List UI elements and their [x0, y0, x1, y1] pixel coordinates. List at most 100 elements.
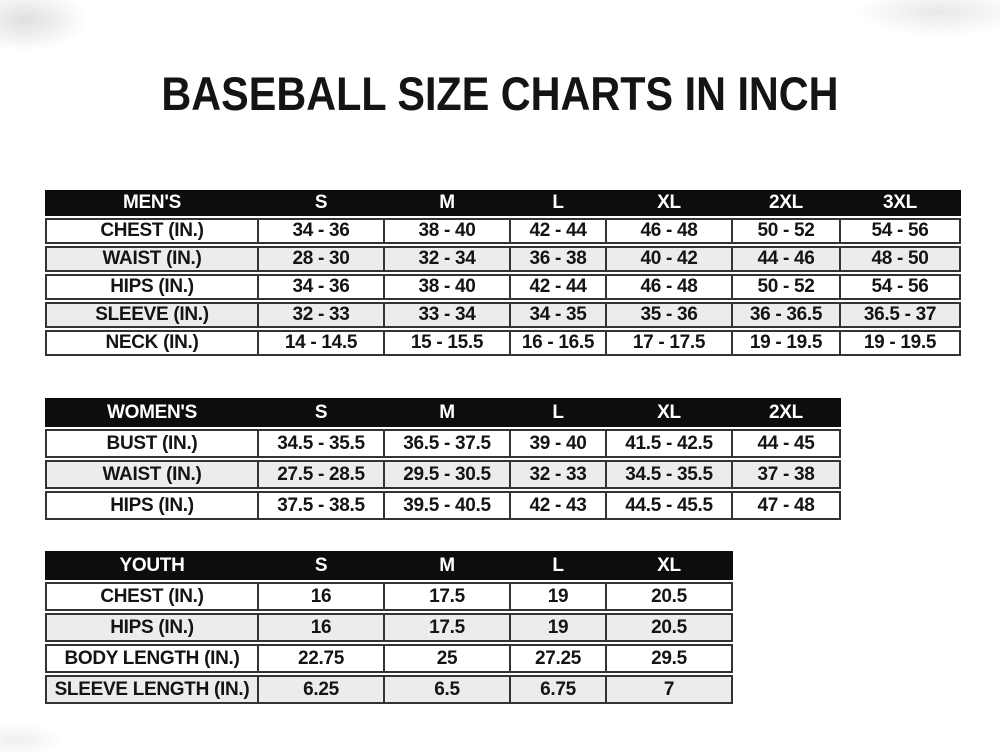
size-value-cell: 6.75 [509, 677, 605, 702]
row-measurement-label: HIPS (IN.) [110, 276, 194, 297]
table-group-label: WOMEN'S [106, 401, 198, 423]
table-row: WAIST (IN.) 27.5 - 28.5 29.5 - 30.5 32 - 33… [45, 460, 841, 489]
size-value-cell: 34.5 - 35.5 [605, 462, 731, 487]
size-value-cell: 32 - 34 [383, 248, 509, 270]
size-column-header: 3XL [883, 192, 917, 213]
table-group-label: MEN'S [123, 192, 181, 213]
row-measurement-label: CHEST (IN.) [100, 585, 204, 607]
size-value-cell: 46 - 48 [605, 276, 731, 298]
table-row: WAIST (IN.) 28 - 30 32 - 34 36 - 38 40 - 42 4… [45, 246, 961, 272]
size-value-cell: 34.5 - 35.5 [257, 431, 383, 456]
size-column-header: XL [657, 192, 681, 213]
mens-table-header-row: MEN'S S M L XL 2XL 3XL [45, 190, 961, 216]
size-value-cell: 42 - 44 [509, 276, 605, 298]
youth-size-table: YOUTH S M L XL CHEST (IN.) 16 17.5 19 20.5 HIPS (… [45, 551, 733, 704]
row-measurement-label: WAIST (IN.) [102, 463, 202, 485]
size-value-cell: 39.5 - 40.5 [383, 493, 509, 518]
table-group-label: YOUTH [119, 554, 185, 576]
size-value-cell: 20.5 [605, 584, 731, 609]
row-measurement-label: BUST (IN.) [106, 432, 198, 454]
size-value-cell: 48 - 50 [839, 248, 959, 270]
size-value-cell: 32 - 33 [509, 462, 605, 487]
size-value-cell: 6.5 [383, 677, 509, 702]
row-measurement-label: NECK (IN.) [105, 332, 199, 353]
table-row: NECK (IN.) 14 - 14.5 15 - 15.5 16 - 16.5 17 … [45, 330, 961, 356]
size-value-cell: 32 - 33 [257, 304, 383, 326]
table-row: CHEST (IN.) 16 17.5 19 20.5 [45, 582, 733, 611]
womens-table-header-row: WOMEN'S S M L XL 2XL [45, 398, 841, 427]
size-value-cell: 46 - 48 [605, 220, 731, 242]
size-value-cell: 42 - 44 [509, 220, 605, 242]
size-value-cell: 36 - 38 [509, 248, 605, 270]
size-value-cell: 19 [509, 615, 605, 640]
size-value-cell: 16 [257, 615, 383, 640]
table-row: BODY LENGTH (IN.) 22.75 25 27.25 29.5 [45, 644, 733, 673]
size-value-cell: 17 - 17.5 [605, 332, 731, 354]
size-column-header: 2XL [769, 192, 803, 213]
size-column-header: L [552, 192, 564, 213]
size-column-header: M [439, 192, 455, 213]
size-column-header: L [552, 401, 564, 423]
row-measurement-label: SLEEVE (IN.) [95, 304, 209, 325]
size-value-cell: 36.5 - 37.5 [383, 431, 509, 456]
size-value-cell: 29.5 - 30.5 [383, 462, 509, 487]
size-value-cell: 38 - 40 [383, 220, 509, 242]
row-measurement-label: SLEEVE LENGTH (IN.) [54, 678, 250, 700]
womens-size-table: WOMEN'S S M L XL 2XL BUST (IN.) 34.5 - 35.5 36.… [45, 398, 841, 520]
size-value-cell: 47 - 48 [731, 493, 839, 518]
size-value-cell: 20.5 [605, 615, 731, 640]
size-value-cell: 34 - 35 [509, 304, 605, 326]
table-row: HIPS (IN.) 16 17.5 19 20.5 [45, 613, 733, 642]
size-value-cell: 16 [257, 584, 383, 609]
size-value-cell: 41.5 - 42.5 [605, 431, 731, 456]
table-row: SLEEVE LENGTH (IN.) 6.25 6.5 6.75 7 [45, 675, 733, 704]
mens-size-table: MEN'S S M L XL 2XL 3XL CHEST (IN.) 34 - 36 38 - … [45, 190, 961, 356]
size-value-cell: 15 - 15.5 [383, 332, 509, 354]
size-column-header: 2XL [769, 401, 803, 423]
size-value-cell: 19 - 19.5 [731, 332, 839, 354]
size-value-cell: 54 - 56 [839, 276, 959, 298]
size-value-cell: 28 - 30 [257, 248, 383, 270]
size-column-header: L [552, 554, 564, 576]
size-value-cell: 34 - 36 [257, 276, 383, 298]
size-value-cell: 44 - 45 [731, 431, 839, 456]
size-value-cell: 6.25 [257, 677, 383, 702]
size-value-cell: 25 [383, 646, 509, 671]
size-column-header: M [439, 554, 455, 576]
size-value-cell: 50 - 52 [731, 220, 839, 242]
size-column-header: S [314, 401, 328, 423]
size-value-cell: 27.25 [509, 646, 605, 671]
table-row: HIPS (IN.) 37.5 - 38.5 39.5 - 40.5 42 - 43 4… [45, 491, 841, 520]
size-value-cell: 14 - 14.5 [257, 332, 383, 354]
size-value-cell: 36.5 - 37 [839, 304, 959, 326]
size-value-cell: 36 - 36.5 [731, 304, 839, 326]
size-value-cell: 22.75 [257, 646, 383, 671]
page-title: BASEBALL SIZE CHARTS IN INCH [161, 67, 839, 120]
size-value-cell: 34 - 36 [257, 220, 383, 242]
size-value-cell: 17.5 [383, 584, 509, 609]
size-value-cell: 17.5 [383, 615, 509, 640]
size-value-cell: 44.5 - 45.5 [605, 493, 731, 518]
size-column-header: S [314, 192, 328, 213]
size-column-header: S [314, 554, 328, 576]
table-row: BUST (IN.) 34.5 - 35.5 36.5 - 37.5 39 - 40 4… [45, 429, 841, 458]
size-value-cell: 37.5 - 38.5 [257, 493, 383, 518]
size-value-cell: 16 - 16.5 [509, 332, 605, 354]
size-value-cell: 33 - 34 [383, 304, 509, 326]
youth-table-header-row: YOUTH S M L XL [45, 551, 733, 580]
size-value-cell: 37 - 38 [731, 462, 839, 487]
size-value-cell: 29.5 [605, 646, 731, 671]
size-value-cell: 19 - 19.5 [839, 332, 959, 354]
size-value-cell: 38 - 40 [383, 276, 509, 298]
size-value-cell: 40 - 42 [605, 248, 731, 270]
table-row: HIPS (IN.) 34 - 36 38 - 40 42 - 44 46 - 48 50… [45, 274, 961, 300]
size-column-header: M [439, 401, 455, 423]
size-value-cell: 19 [509, 584, 605, 609]
size-value-cell: 39 - 40 [509, 431, 605, 456]
size-value-cell: 7 [605, 677, 731, 702]
row-measurement-label: HIPS (IN.) [110, 616, 194, 638]
size-value-cell: 35 - 36 [605, 304, 731, 326]
table-row: SLEEVE (IN.) 32 - 33 33 - 34 34 - 35 35 - 36… [45, 302, 961, 328]
table-row: CHEST (IN.) 34 - 36 38 - 40 42 - 44 46 - 48 5… [45, 218, 961, 244]
size-value-cell: 54 - 56 [839, 220, 959, 242]
